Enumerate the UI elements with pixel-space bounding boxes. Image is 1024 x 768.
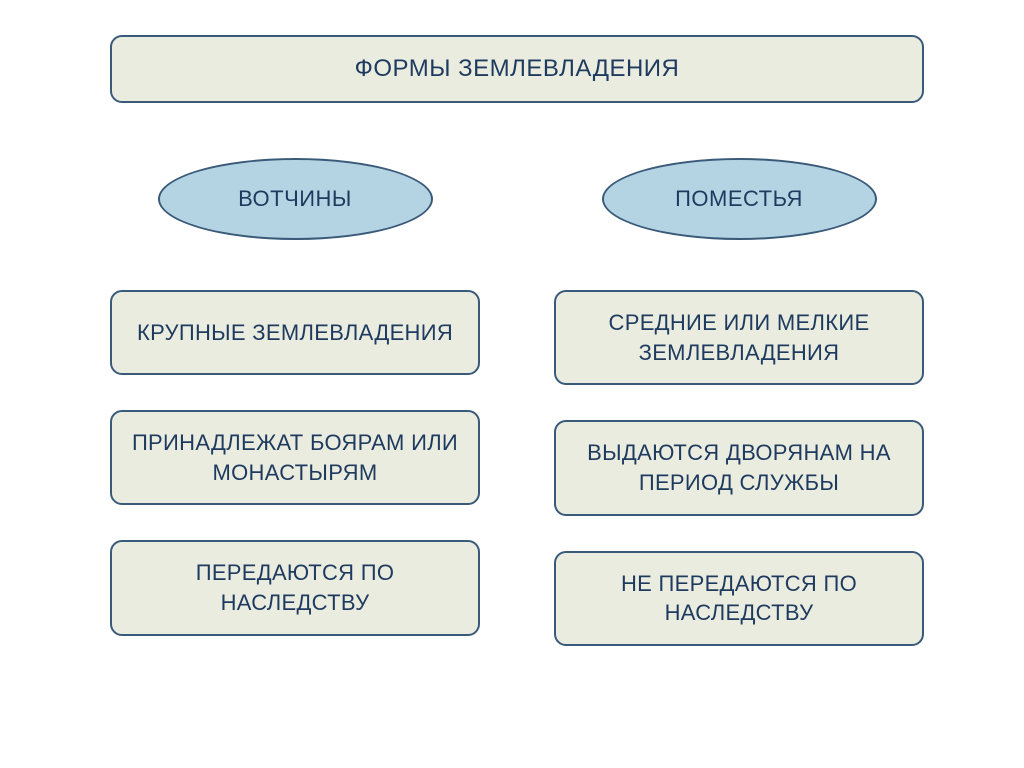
diagram-title: ФОРМЫ ЗЕМЛЕВЛАДЕНИЯ [110, 35, 924, 103]
columns-wrapper: ВОТЧИНЫ КРУПНЫЕ ЗЕМЛЕВЛАДЕНИЯ ПРИНАДЛЕЖА… [110, 158, 924, 728]
info-box: СРЕДНИЕ ИЛИ МЕЛКИЕ ЗЕМЛЕВЛАДЕНИЯ [554, 290, 924, 385]
info-box: ВЫДАЮТСЯ ДВОРЯНАМ НА ПЕРИОД СЛУЖБЫ [554, 420, 924, 515]
info-box: НЕ ПЕРЕДАЮТСЯ ПО НАСЛЕДСТВУ [554, 551, 924, 646]
info-box: КРУПНЫЕ ЗЕМЛЕВЛАДЕНИЯ [110, 290, 480, 375]
info-box: ПЕРЕДАЮТСЯ ПО НАСЛЕДСТВУ [110, 540, 480, 635]
column-header-pomestya: ПОМЕСТЬЯ [602, 158, 877, 240]
column-right: ПОМЕСТЬЯ СРЕДНИЕ ИЛИ МЕЛКИЕ ЗЕМЛЕВЛАДЕНИ… [554, 158, 924, 728]
diagram-container: ФОРМЫ ЗЕМЛЕВЛАДЕНИЯ ВОТЧИНЫ КРУПНЫЕ ЗЕМЛ… [0, 0, 1024, 768]
column-left: ВОТЧИНЫ КРУПНЫЕ ЗЕМЛЕВЛАДЕНИЯ ПРИНАДЛЕЖА… [110, 158, 480, 728]
info-box: ПРИНАДЛЕЖАТ БОЯРАМ ИЛИ МОНАСТЫРЯМ [110, 410, 480, 505]
column-header-votchiny: ВОТЧИНЫ [158, 158, 433, 240]
